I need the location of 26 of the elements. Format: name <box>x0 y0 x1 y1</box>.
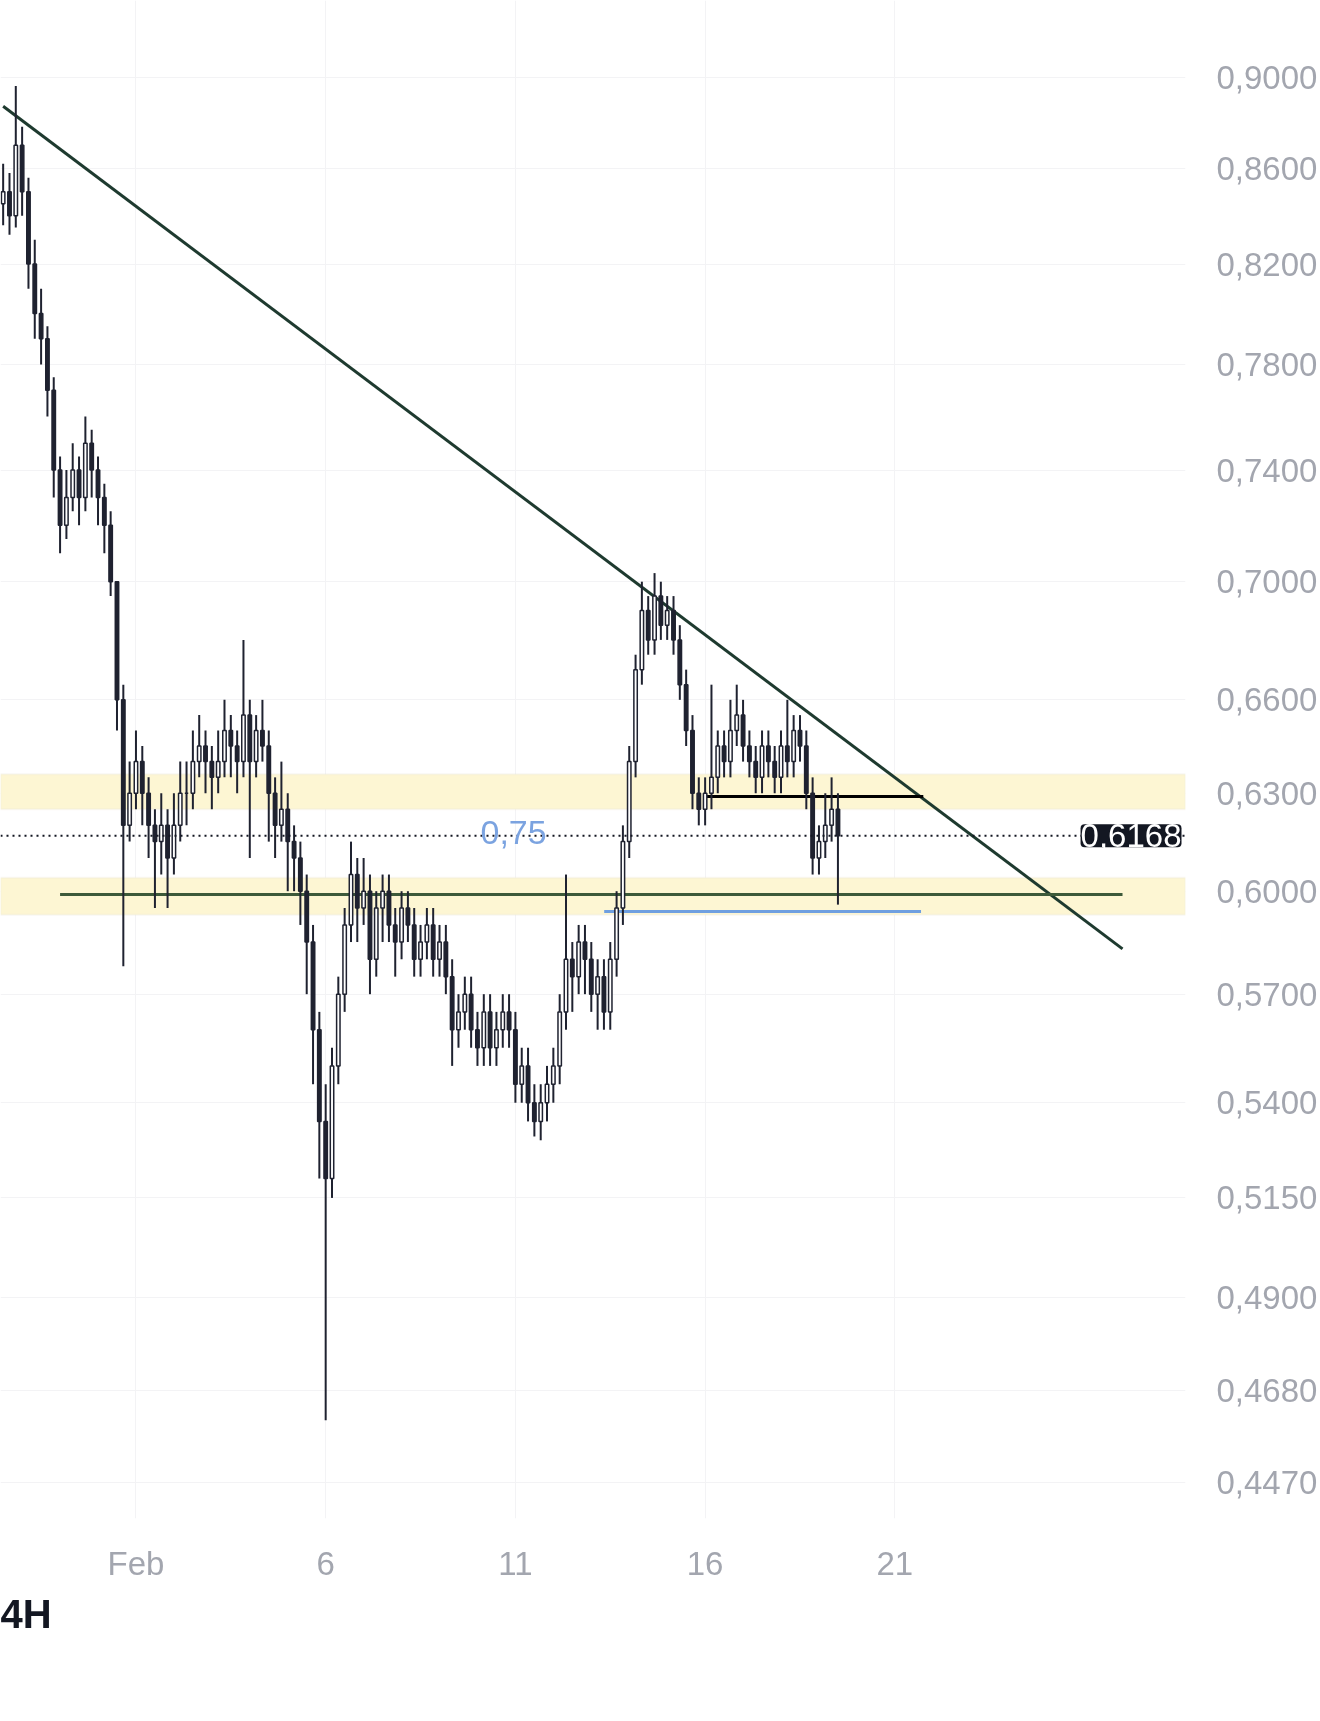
y-tick-label: 0,8200 <box>1216 245 1318 283</box>
y-tick-label: 0,9000 <box>1216 58 1318 96</box>
candlestick <box>209 744 215 811</box>
y-tick-label: 0,8600 <box>1216 149 1318 187</box>
x-tick-label: 6 <box>316 1544 335 1582</box>
x-tick-label: 11 <box>498 1544 533 1582</box>
y-tick-label: 0,4680 <box>1216 1371 1318 1409</box>
text: 4H <box>0 1591 52 1636</box>
y-tick-label: 0,4470 <box>1216 1463 1318 1501</box>
y-tick-label: 0,6600 <box>1216 681 1318 719</box>
y-tick-label: 0,5150 <box>1216 1179 1318 1217</box>
x-tick-label: Feb <box>107 1544 165 1582</box>
y-tick-label: 0,4900 <box>1216 1279 1318 1317</box>
y-tick-label: 0,6300 <box>1216 774 1318 812</box>
y-tick-label: 0,5700 <box>1216 975 1318 1013</box>
candlestick <box>550 1046 556 1104</box>
ref-line-label: 0,6168 <box>1080 817 1182 855</box>
y-tick-label: 0,7400 <box>1216 451 1318 489</box>
y-tick-label: 0,5400 <box>1216 1084 1318 1122</box>
y-tick-label: 0,6000 <box>1216 872 1318 910</box>
x-tick-label: 16 <box>686 1544 724 1582</box>
y-tick-label: 0,7000 <box>1216 563 1318 601</box>
y-tick-label: 0,7800 <box>1216 345 1318 383</box>
x-tick-label: 21 <box>876 1544 914 1582</box>
candlestick <box>424 907 430 961</box>
annotation: 0,75 <box>480 812 547 851</box>
